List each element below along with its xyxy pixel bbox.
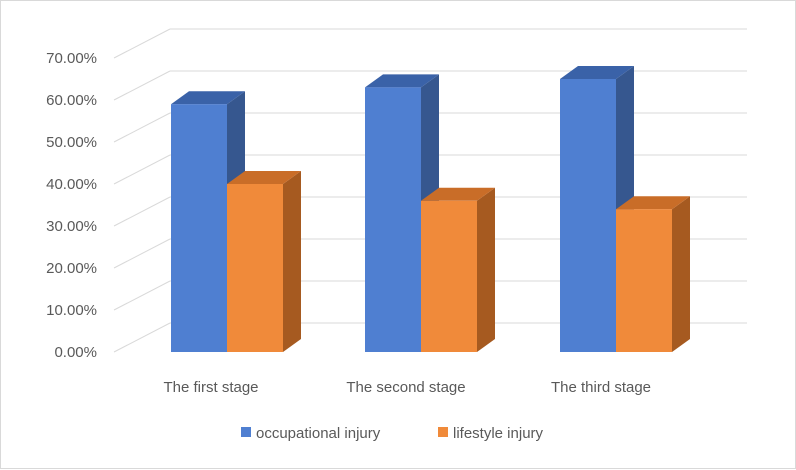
bar-top	[171, 91, 245, 105]
bar-front	[171, 104, 227, 352]
bar-front	[560, 79, 616, 352]
legend-label: lifestyle injury	[453, 425, 544, 442]
legend-swatch	[241, 427, 251, 437]
x-category-label: The second stage	[346, 379, 465, 396]
y-tick-label: 60.00%	[46, 92, 97, 109]
bar-side	[283, 171, 301, 352]
bar-lifestyle-3	[616, 196, 690, 352]
bar-top	[616, 196, 690, 210]
legend-item: occupational injury	[241, 425, 381, 442]
y-axis-ticks: 0.00% 10.00% 20.00% 30.00% 40.00% 50.00% 60.00…	[46, 50, 97, 361]
legend-item: lifestyle injury	[438, 425, 544, 442]
y-tick-label: 30.00%	[46, 218, 97, 235]
y-tick-label: 40.00%	[46, 176, 97, 193]
bar-top	[365, 74, 439, 88]
y-tick-label: 20.00%	[46, 260, 97, 277]
bar-top	[227, 171, 301, 184]
gridline-depth	[113, 280, 171, 311]
gridline-depth	[113, 28, 171, 59]
gridline-depth	[113, 322, 171, 353]
bar-lifestyle-2	[421, 187, 495, 352]
legend: occupational injury lifestyle injury	[241, 425, 544, 442]
gridline-depth	[113, 238, 171, 269]
bar-top	[560, 66, 634, 79]
y-tick-label: 70.00%	[46, 50, 97, 67]
x-axis-categories: The first stage The second stage The third…	[163, 379, 651, 396]
bar-front	[616, 209, 672, 352]
legend-label: occupational injury	[256, 425, 381, 442]
y-tick-label: 50.00%	[46, 134, 97, 151]
bar-lifestyle-1	[227, 171, 301, 352]
bar-front	[421, 200, 477, 352]
gridline-depth	[113, 154, 171, 185]
bars	[171, 66, 690, 353]
y-tick-label: 0.00%	[54, 344, 97, 361]
y-tick-label: 10.00%	[46, 302, 97, 319]
bar-top	[421, 187, 495, 201]
bar-front	[227, 184, 283, 352]
gridline-depth	[113, 112, 171, 143]
bar-side	[477, 187, 495, 352]
gridline-depth	[113, 196, 171, 227]
bar-side	[672, 196, 690, 352]
x-category-label: The first stage	[163, 379, 258, 396]
legend-swatch	[438, 427, 448, 437]
x-category-label: The third stage	[551, 379, 651, 396]
bar-front	[365, 87, 421, 353]
gridline-depth	[113, 70, 171, 101]
